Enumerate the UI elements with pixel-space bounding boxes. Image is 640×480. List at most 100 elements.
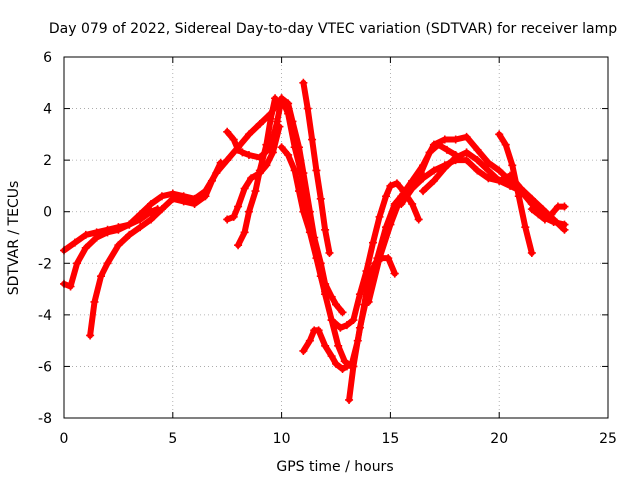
data-point xyxy=(332,300,340,309)
data-point xyxy=(114,225,123,234)
data-point xyxy=(362,267,371,276)
data-point xyxy=(527,205,536,214)
data-point xyxy=(321,290,330,299)
data-point xyxy=(244,130,253,139)
data-point xyxy=(136,223,145,232)
data-point xyxy=(419,161,428,170)
data-point xyxy=(295,187,304,196)
data-point xyxy=(338,365,347,374)
data-point xyxy=(234,241,243,250)
data-point xyxy=(549,215,558,224)
data-point xyxy=(349,316,358,325)
data-point xyxy=(382,192,391,201)
data-point xyxy=(255,120,264,129)
y-tick-label: -8 xyxy=(38,411,52,427)
data-point xyxy=(521,223,530,232)
data-point xyxy=(316,194,325,203)
data-point xyxy=(386,220,395,229)
data-point xyxy=(234,202,243,211)
data-point xyxy=(234,145,243,154)
data-point xyxy=(484,166,493,175)
y-tick-label: 4 xyxy=(43,102,52,118)
data-point xyxy=(462,132,471,141)
data-point xyxy=(495,166,504,175)
data-point xyxy=(70,238,79,247)
data-point xyxy=(334,341,343,350)
data-point xyxy=(125,230,134,239)
data-point xyxy=(238,148,247,157)
data-point xyxy=(414,215,423,224)
data-point xyxy=(340,357,349,366)
data-point xyxy=(305,336,314,345)
data-point xyxy=(216,158,225,167)
data-point xyxy=(419,187,428,196)
data-point xyxy=(484,174,493,183)
data-point xyxy=(473,145,482,154)
data-point xyxy=(451,153,460,162)
data-point xyxy=(73,259,82,268)
plot-frame xyxy=(63,56,609,419)
data-point xyxy=(136,210,145,219)
data-point xyxy=(384,254,393,263)
x-tick-label: 25 xyxy=(599,431,617,447)
data-point xyxy=(514,192,523,201)
data-point xyxy=(299,78,308,87)
data-point xyxy=(408,184,417,193)
x-tick-label: 20 xyxy=(490,431,508,447)
data-point xyxy=(408,176,417,185)
data-point xyxy=(271,94,280,103)
data-point xyxy=(66,282,75,291)
data-point xyxy=(451,135,460,144)
data-point xyxy=(484,158,493,167)
data-point xyxy=(284,109,293,118)
data-point xyxy=(290,166,299,175)
chart-title: Day 079 of 2022, Sidereal Day-to-day VTE… xyxy=(49,21,617,37)
data-point xyxy=(342,321,351,330)
data-point xyxy=(368,238,377,247)
data-point xyxy=(390,269,399,278)
data-point xyxy=(81,230,90,239)
data-point xyxy=(327,352,336,361)
data-point xyxy=(96,272,105,281)
data-point xyxy=(244,150,253,159)
y-tick-label: -2 xyxy=(38,256,52,272)
data-point xyxy=(473,166,482,175)
data-point xyxy=(207,176,216,185)
series-14-trace xyxy=(420,149,524,195)
data-point xyxy=(262,161,271,170)
data-point xyxy=(273,117,282,126)
data-point xyxy=(560,202,569,211)
x-tick-label: 10 xyxy=(273,431,291,447)
data-point xyxy=(308,135,317,144)
data-point xyxy=(397,199,406,208)
series-4-trace xyxy=(224,95,329,295)
data-point xyxy=(305,228,314,237)
data-point xyxy=(312,166,321,175)
data-point xyxy=(386,181,395,190)
data-point xyxy=(92,233,101,242)
data-point xyxy=(290,143,299,152)
data-point xyxy=(419,174,428,183)
data-point xyxy=(560,225,569,234)
data-point xyxy=(527,248,536,257)
data-point xyxy=(247,174,256,183)
data-point xyxy=(266,114,275,123)
data-point xyxy=(332,359,340,368)
data-point xyxy=(429,140,438,149)
data-point xyxy=(190,199,199,208)
data-point xyxy=(547,210,556,219)
series-13-trace xyxy=(398,157,568,233)
data-point xyxy=(462,156,471,165)
data-point xyxy=(327,292,336,301)
y-tick-label: -6 xyxy=(38,359,52,375)
data-point xyxy=(442,145,451,154)
data-point xyxy=(255,169,264,178)
data-point xyxy=(157,192,166,201)
data-point xyxy=(229,135,238,144)
x-tick-label: 5 xyxy=(168,431,177,447)
data-point xyxy=(179,197,188,206)
data-point xyxy=(147,215,156,224)
data-point xyxy=(147,199,156,208)
series-3-trace xyxy=(87,159,224,339)
data-point xyxy=(223,215,232,224)
